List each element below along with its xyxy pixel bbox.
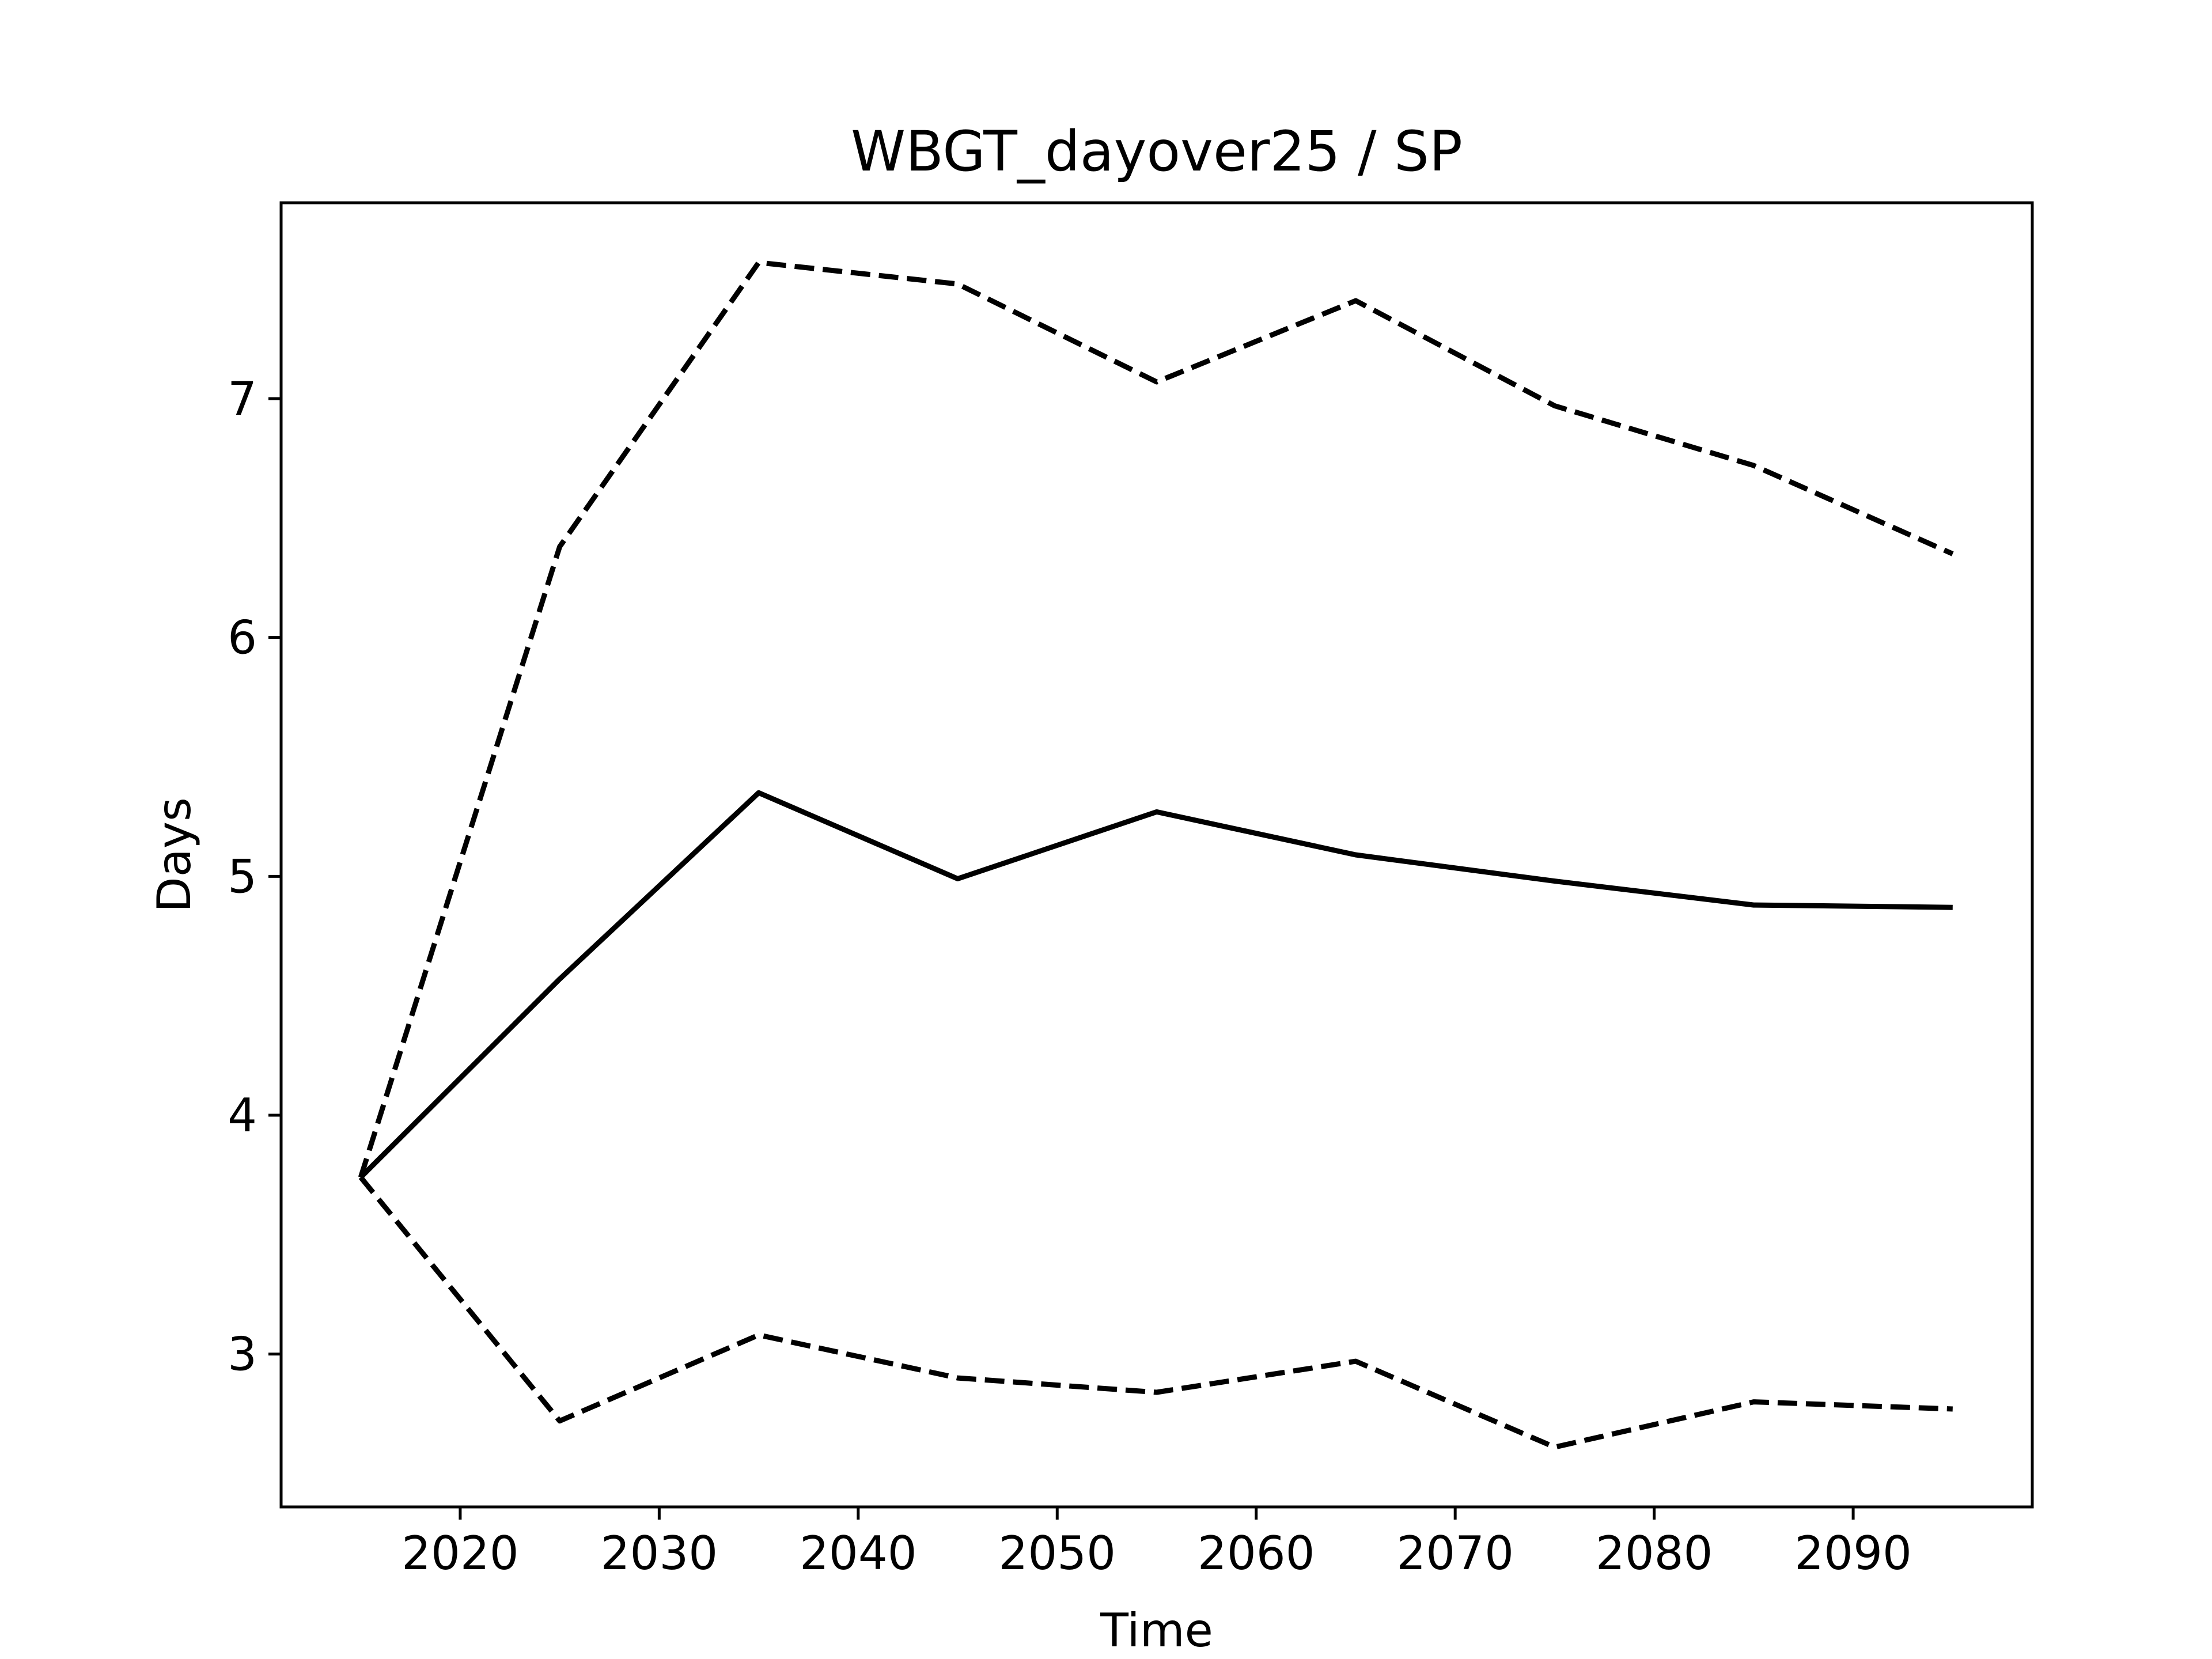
x-tick-label: 2070 (1396, 1527, 1514, 1580)
y-tick-label: 4 (228, 1089, 257, 1142)
x-ticks: 2020 2030 2040 2050 2060 2070 2080 2090 (402, 1507, 1912, 1580)
y-tick-label: 6 (228, 611, 257, 665)
series-line-3 (358, 1175, 1953, 1450)
x-tick-label: 2040 (800, 1527, 917, 1580)
chart-title: WBGT_dayover25 / SP (851, 119, 1463, 184)
series-line-2 (358, 260, 1954, 1179)
y-tick-label: 3 (228, 1328, 257, 1381)
x-tick-label: 2050 (998, 1527, 1116, 1580)
x-tick-label: 2080 (1596, 1527, 1713, 1580)
y-axis-label: Days (147, 797, 201, 912)
x-tick-label: 2030 (601, 1527, 718, 1580)
plot-frame (279, 201, 2034, 1509)
series-layer (358, 260, 1954, 1450)
x-axis-label: Time (1100, 1604, 1213, 1657)
x-tick-label: 2060 (1198, 1527, 1315, 1580)
series-line-1 (359, 790, 1953, 1179)
y-ticks: 3 4 5 6 7 (228, 372, 281, 1381)
y-tick-label: 7 (228, 372, 257, 426)
x-tick-label: 2020 (402, 1527, 519, 1580)
y-tick-label: 5 (228, 850, 257, 903)
x-tick-label: 2090 (1794, 1527, 1912, 1580)
